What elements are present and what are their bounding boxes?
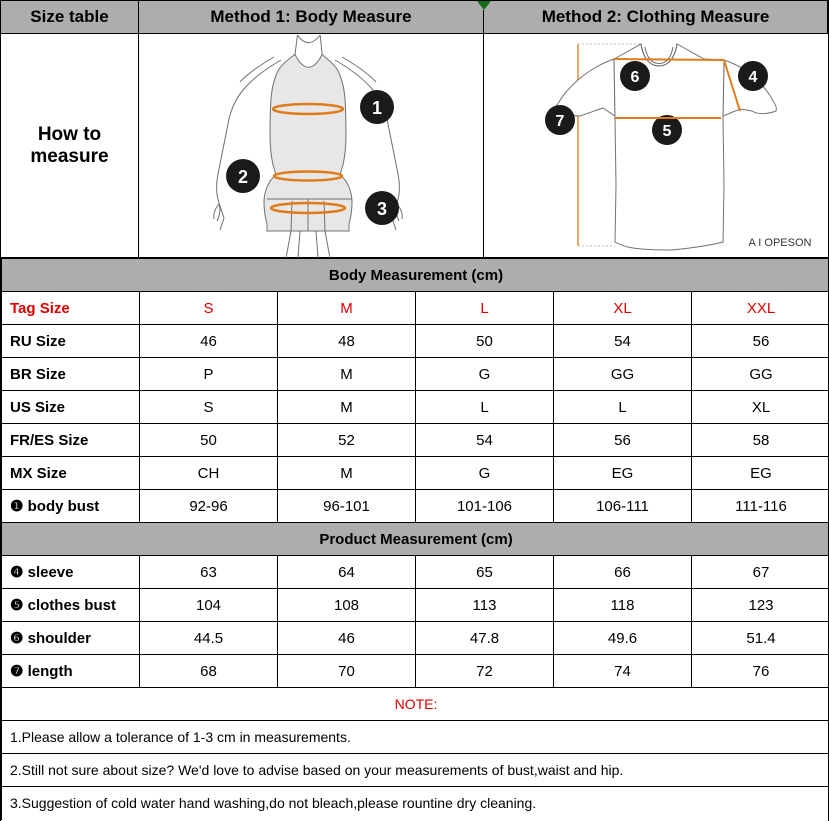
svg-text:7: 7 [556,113,565,130]
svg-text:A I OPESON: A I OPESON [749,237,812,249]
svg-text:4: 4 [749,69,758,86]
svg-text:6: 6 [631,69,640,86]
svg-text:2: 2 [238,167,248,187]
svg-text:1: 1 [372,98,382,118]
svg-text:5: 5 [663,123,672,140]
svg-text:3: 3 [377,199,387,219]
